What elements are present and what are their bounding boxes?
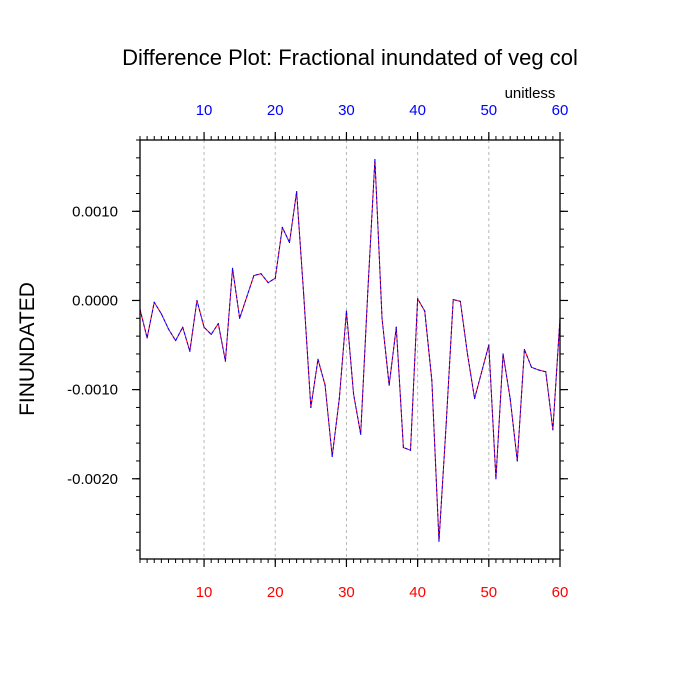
x-tick-label-bottom: 20 [267,584,284,601]
y-axis-label: FINUNDATED [16,282,39,416]
plot-area-frame [139,139,561,560]
y-tick-label: -0.0010 [67,382,118,399]
data-point [317,358,319,360]
data-point [281,226,283,228]
data-point [338,397,340,400]
data-point [545,371,547,373]
data-point [224,360,227,362]
data-point [530,366,533,368]
data-point [438,540,440,542]
data-point [388,384,390,386]
data-point [452,298,454,301]
data-point [189,350,191,352]
x-tick-label-top: 50 [480,102,497,119]
data-point [402,446,404,449]
data-point [217,323,219,325]
data-point [167,328,170,330]
data-point [431,380,433,382]
data-point [274,277,276,279]
data-point [160,313,162,315]
data-point [324,384,326,386]
x-tick-label-bottom: 10 [196,584,213,601]
data-point [445,424,447,426]
series-line-a [139,159,561,542]
data-point [481,371,483,373]
data-point [509,397,511,400]
data-point [303,294,305,296]
x-tick-label-bottom: 30 [338,584,355,601]
data-point [239,317,241,319]
x-tick-label-bottom: 60 [552,584,569,601]
data-point [231,267,234,269]
data-point [367,290,369,293]
data-point [210,333,212,335]
data-point [182,326,184,328]
data-point [288,241,291,244]
units-label: unitless [505,85,556,102]
x-tick-label-top: 20 [267,102,284,119]
data-point [516,460,518,462]
x-tick-label-top: 30 [338,102,355,119]
series-line-b [139,159,561,542]
grid-layer [203,140,490,559]
data-point [374,159,376,161]
data-point [203,326,205,328]
x-tick-label-top: 10 [196,102,213,119]
data-point [267,282,269,284]
data-point [459,300,461,302]
data-point [424,310,426,312]
data-point [153,301,155,303]
data-point [310,406,312,409]
y-tick-label: -0.0020 [67,471,118,488]
data-point [381,317,383,319]
data-point [345,310,348,312]
data-point [552,429,554,431]
data-point [352,393,355,395]
data-point [395,326,397,328]
data-point [253,274,255,277]
data-point [360,433,362,435]
x-tick-label-bottom: 40 [409,584,426,601]
x-tick-label-top: 60 [552,102,569,119]
data-point [417,298,419,300]
data-point [495,478,497,480]
y-tick-label: 0.0000 [72,292,118,309]
data-point [296,191,298,193]
data-point [246,296,248,298]
chart-title: Difference Plot: Fractional inundated of… [122,45,578,70]
data-point [260,273,262,275]
tick-labels: 10 10 20 20 30 30 40 40 50 50 60 60 0.0010 0.0000 -0.0… [67,102,568,601]
x-tick-label-top: 40 [409,102,426,119]
data-point [174,339,177,342]
data-point [146,337,148,339]
data-point [538,369,540,371]
tick-marks [132,132,568,567]
x-tick-label-bottom: 50 [480,584,497,601]
data-point [502,353,504,355]
data-point [196,299,198,302]
data-point [409,449,412,451]
y-tick-label: 0.0010 [72,203,118,220]
data-point [331,455,333,458]
data-point [466,353,469,355]
data-point [488,344,490,346]
series-lines [139,159,561,542]
data-point [523,348,526,351]
data-point [473,397,476,400]
